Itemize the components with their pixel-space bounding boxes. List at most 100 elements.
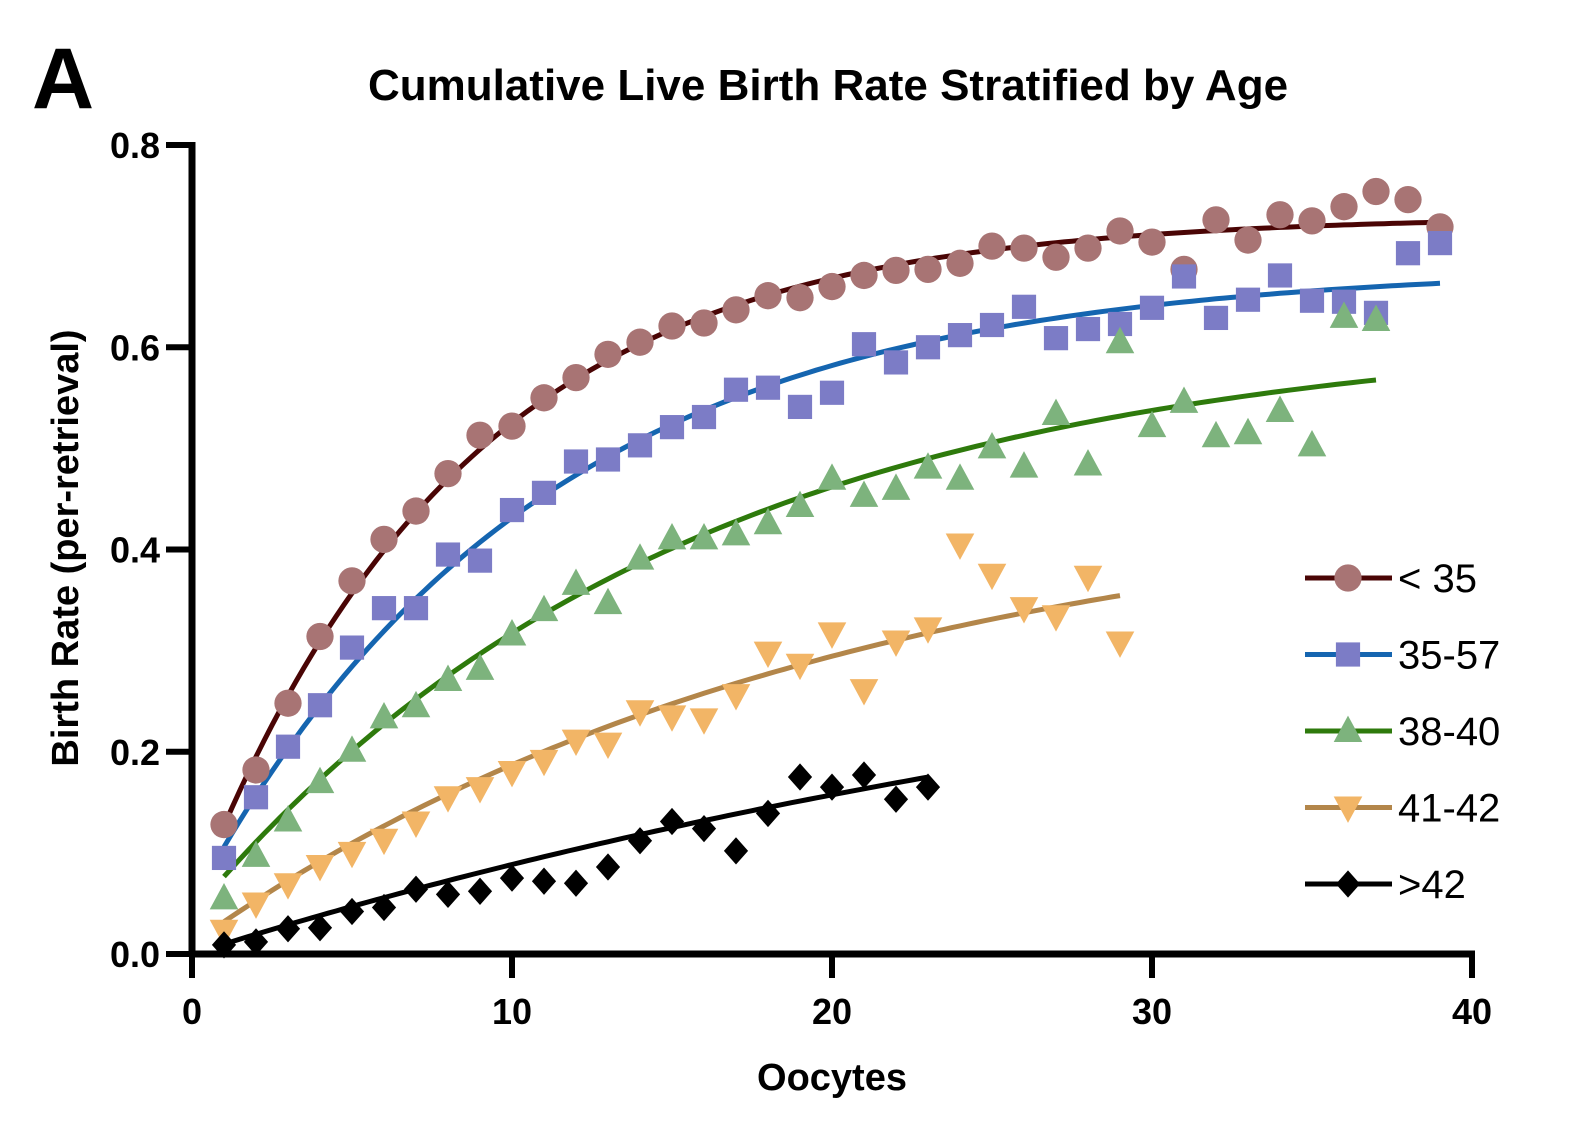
data-point bbox=[1298, 207, 1326, 235]
data-point bbox=[1009, 597, 1039, 624]
axes: 0.0 0.2 0.4 0.6 0.8 0 10 20 30 40 bbox=[110, 125, 1492, 1032]
data-point bbox=[274, 689, 302, 717]
data-point bbox=[595, 853, 621, 881]
data-point bbox=[1105, 326, 1135, 354]
data-point bbox=[1139, 295, 1165, 320]
data-point bbox=[721, 684, 751, 711]
legend-item-35-57: 35-57 bbox=[1305, 634, 1500, 678]
data-point bbox=[819, 380, 845, 405]
data-point bbox=[1201, 420, 1231, 448]
data-point bbox=[242, 756, 270, 784]
data-point bbox=[945, 533, 975, 560]
fit-curves bbox=[221, 219, 1441, 947]
data-point bbox=[753, 641, 783, 669]
data-point bbox=[1042, 243, 1070, 271]
legend-label: 35-57 bbox=[1398, 634, 1500, 678]
data-point bbox=[658, 312, 686, 340]
data-point bbox=[595, 447, 621, 472]
data-point bbox=[851, 332, 877, 357]
data-point bbox=[883, 350, 909, 375]
data-point bbox=[851, 761, 877, 789]
data-point bbox=[465, 653, 495, 680]
data-point bbox=[787, 394, 813, 420]
data-point bbox=[1202, 206, 1230, 234]
data-point bbox=[211, 845, 237, 871]
data-point bbox=[337, 841, 367, 869]
data-point bbox=[1011, 294, 1037, 319]
data-point bbox=[403, 596, 429, 621]
data-point bbox=[339, 897, 365, 926]
data-point bbox=[563, 869, 589, 897]
data-point bbox=[499, 864, 525, 892]
data-point bbox=[305, 855, 335, 882]
data-point bbox=[913, 452, 943, 479]
data-point bbox=[1009, 451, 1039, 478]
data-point bbox=[1297, 429, 1327, 457]
data-point bbox=[531, 867, 557, 895]
data-point bbox=[786, 284, 814, 312]
data-point bbox=[435, 542, 461, 567]
data-point bbox=[977, 563, 1007, 591]
legend-label: 38-40 bbox=[1398, 710, 1500, 754]
data-point bbox=[275, 915, 301, 943]
series-38-40-points bbox=[209, 301, 1391, 910]
legend-marker bbox=[1333, 796, 1363, 823]
data-point bbox=[337, 735, 367, 762]
data-point bbox=[273, 805, 303, 832]
x-tick-label: 20 bbox=[812, 991, 852, 1032]
data-point bbox=[561, 568, 591, 595]
data-point bbox=[882, 256, 910, 285]
data-point bbox=[1105, 631, 1135, 658]
data-point bbox=[849, 480, 879, 507]
data-point bbox=[433, 664, 463, 691]
data-point bbox=[561, 729, 591, 757]
data-point bbox=[1041, 398, 1071, 425]
data-point bbox=[307, 693, 333, 718]
data-point bbox=[1171, 264, 1197, 289]
data-point bbox=[370, 525, 398, 554]
fit-curve-42 bbox=[223, 774, 929, 947]
data-point bbox=[1233, 417, 1263, 445]
data-point bbox=[1234, 226, 1262, 254]
data-point bbox=[945, 463, 975, 490]
data-point bbox=[241, 892, 271, 919]
data-point bbox=[1073, 565, 1103, 593]
data-point bbox=[1075, 316, 1101, 342]
data-point bbox=[754, 282, 782, 310]
data-point bbox=[467, 877, 493, 905]
data-point bbox=[915, 773, 941, 801]
data-point bbox=[339, 635, 365, 660]
data-point bbox=[979, 312, 1005, 338]
data-point bbox=[753, 507, 783, 535]
data-point bbox=[1074, 234, 1102, 262]
data-point bbox=[1106, 217, 1134, 245]
data-point bbox=[529, 749, 559, 777]
data-point bbox=[209, 882, 239, 910]
data-point bbox=[657, 705, 687, 732]
legend-marker bbox=[1335, 870, 1361, 898]
legend-label: < 35 bbox=[1398, 557, 1477, 601]
data-point bbox=[883, 785, 909, 813]
y-tick-label: 0.4 bbox=[110, 530, 160, 571]
series-41-42-points bbox=[209, 533, 1135, 947]
y-tick-label: 0.6 bbox=[110, 327, 160, 368]
data-point bbox=[497, 760, 527, 788]
data-point bbox=[689, 708, 719, 735]
data-point bbox=[626, 328, 654, 356]
data-point bbox=[913, 617, 943, 644]
data-point bbox=[785, 490, 815, 518]
data-point bbox=[593, 732, 623, 760]
data-point bbox=[369, 701, 399, 729]
data-point bbox=[850, 261, 878, 290]
data-point bbox=[1395, 241, 1421, 266]
data-point bbox=[1137, 410, 1167, 438]
data-point bbox=[562, 363, 590, 392]
data-point bbox=[691, 404, 717, 430]
data-point bbox=[785, 653, 815, 681]
data-point bbox=[946, 249, 974, 277]
legend-item-42: >42 bbox=[1305, 863, 1466, 907]
data-point bbox=[1427, 230, 1453, 256]
data-point bbox=[1394, 185, 1422, 214]
fit-curve-35-57 bbox=[221, 280, 1441, 849]
